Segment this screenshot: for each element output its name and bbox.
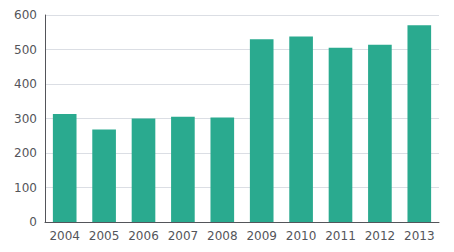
svg-text:2007: 2007 xyxy=(168,229,199,243)
svg-text:2013: 2013 xyxy=(404,229,435,243)
svg-text:2011: 2011 xyxy=(325,229,356,243)
svg-text:400: 400 xyxy=(14,77,37,91)
svg-text:500: 500 xyxy=(14,43,37,57)
svg-text:2004: 2004 xyxy=(49,229,80,243)
svg-text:300: 300 xyxy=(14,112,37,126)
svg-text:2006: 2006 xyxy=(128,229,159,243)
svg-text:100: 100 xyxy=(14,181,37,195)
svg-text:200: 200 xyxy=(14,146,37,160)
svg-text:2005: 2005 xyxy=(89,229,120,243)
svg-text:2010: 2010 xyxy=(286,229,317,243)
svg-text:600: 600 xyxy=(14,8,37,22)
svg-text:2012: 2012 xyxy=(365,229,396,243)
svg-text:2009: 2009 xyxy=(246,229,277,243)
svg-text:2008: 2008 xyxy=(207,229,238,243)
svg-text:0: 0 xyxy=(29,215,37,229)
